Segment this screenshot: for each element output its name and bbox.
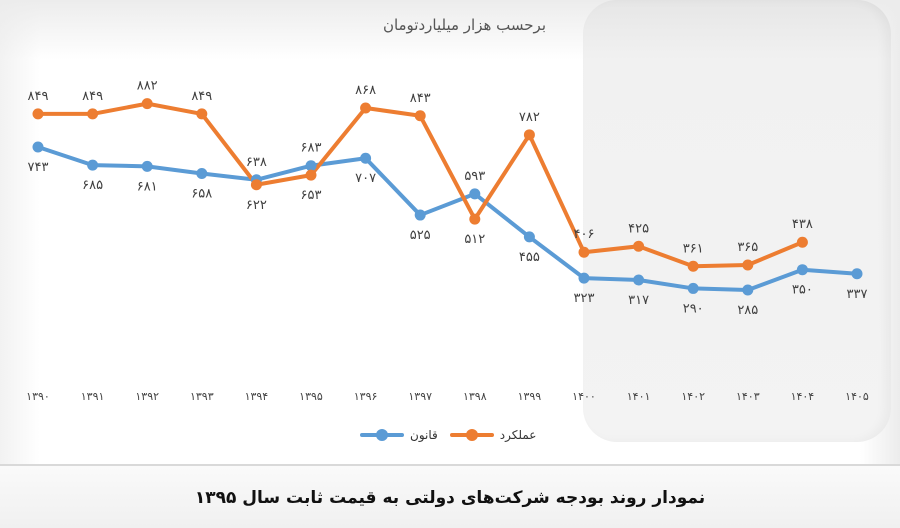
data-point-performance[interactable] <box>250 179 262 191</box>
data-label: ۳۲۳ <box>574 291 595 306</box>
data-point-law[interactable] <box>687 282 699 294</box>
data-label: ۴۵۵ <box>519 250 540 265</box>
data-point-law[interactable] <box>414 209 426 221</box>
data-label: ۵۹۳ <box>464 169 485 184</box>
x-tick-label: ۱۳۹۹ <box>518 390 542 403</box>
data-point-law[interactable] <box>469 188 481 200</box>
data-label: ۸۸۲ <box>137 79 158 94</box>
legend-label-performance: عملکرد <box>499 428 537 442</box>
data-point-performance[interactable] <box>141 98 153 110</box>
data-point-performance[interactable] <box>196 108 208 120</box>
data-label: ۸۴۹ <box>28 89 49 104</box>
data-point-law[interactable] <box>796 264 808 276</box>
data-point-performance[interactable] <box>87 108 99 120</box>
legend: عملکرد قانون <box>360 428 536 442</box>
x-tick-label: ۱۴۰۴ <box>791 390 815 403</box>
data-label: ۲۹۰ <box>683 301 704 316</box>
data-label: ۷۴۳ <box>28 160 49 175</box>
data-point-performance[interactable] <box>742 259 754 271</box>
data-label: ۸۴۹ <box>191 89 212 104</box>
data-point-law[interactable] <box>87 159 99 171</box>
data-label: ۵۲۵ <box>410 228 431 243</box>
data-point-law[interactable] <box>305 160 317 172</box>
x-tick-label: ۱۳۹۸ <box>463 390 487 403</box>
x-tick-label: ۱۴۰۵ <box>845 390 869 403</box>
data-label: ۳۳۷ <box>847 287 868 302</box>
data-label: ۷۸۲ <box>519 110 540 125</box>
data-label: ۶۸۱ <box>137 179 158 194</box>
x-tick-label: ۱۳۹۱ <box>81 390 105 403</box>
x-tick-label: ۱۴۰۱ <box>627 390 651 403</box>
data-point-law[interactable] <box>360 152 372 164</box>
caption-bar: نمودار روند بودجه شرکت‌های دولتی به قیمت… <box>0 464 900 528</box>
forecast-highlight-panel <box>583 0 891 442</box>
legend-item-performance[interactable]: عملکرد <box>449 428 537 442</box>
data-point-law[interactable] <box>578 272 590 284</box>
data-label: ۶۵۸ <box>191 187 212 202</box>
data-point-performance[interactable] <box>32 108 44 120</box>
data-label: ۶۳۸ <box>246 155 267 170</box>
data-label: ۳۱۷ <box>628 293 649 308</box>
data-point-law[interactable] <box>633 274 645 286</box>
data-label: ۳۶۱ <box>683 241 704 256</box>
x-tick-label: ۱۳۹۳ <box>190 390 214 403</box>
data-label: ۸۴۳ <box>410 91 431 106</box>
data-point-performance[interactable] <box>633 240 645 252</box>
legend-label-law: قانون <box>410 428 438 442</box>
data-point-law[interactable] <box>851 268 863 280</box>
data-point-performance[interactable] <box>360 102 372 114</box>
x-tick-label: ۱۳۹۷ <box>408 390 432 403</box>
data-label: ۵۱۲ <box>464 232 485 247</box>
data-label: ۳۶۵ <box>737 240 758 255</box>
data-label: ۶۲۲ <box>246 198 267 213</box>
data-label: ۸۴۹ <box>82 89 103 104</box>
data-label: ۳۵۰ <box>792 283 813 298</box>
x-tick-label: ۱۴۰۰ <box>572 390 596 403</box>
chart-subtitle: برحسب هزار میلیاردتومان <box>382 16 546 34</box>
data-label: ۷۰۷ <box>355 171 376 186</box>
data-label: ۸۶۸ <box>355 83 376 98</box>
legend-swatch-orange-icon <box>449 429 494 441</box>
data-point-performance[interactable] <box>687 260 699 272</box>
data-label: ۴۳۸ <box>792 217 813 232</box>
series-line-law <box>36 145 859 292</box>
line-plot: ۱۳۹۰ ۱۳۹۱ ۱۳۹۲ ۱۳۹۳ ۱۳۹۴ ۱۳۹۵ ۱۳۹۶ ۱۳۹۷ ۱۳۹۸ ۱۳۹۹… <box>26 79 869 403</box>
data-label: ۴۲۵ <box>628 221 649 236</box>
data-point-law[interactable] <box>196 168 208 180</box>
data-label: ۶۵۳ <box>301 188 322 203</box>
data-point-performance[interactable] <box>796 236 808 248</box>
x-tick-label: ۱۳۹۲ <box>135 390 159 403</box>
chart-area: برحسب هزار میلیاردتومان ۱۳۹۰ ۱۳۹۱ ۱۳۹۲ ۱۳۹۳… <box>0 0 900 465</box>
x-tick-label: ۱۴۰۲ <box>681 390 705 403</box>
data-point-performance[interactable] <box>305 169 317 181</box>
legend-swatch-blue-icon <box>360 429 404 441</box>
legend-item-law[interactable]: قانون <box>360 428 438 442</box>
data-label: ۲۸۵ <box>737 303 758 318</box>
data-point-performance[interactable] <box>578 246 590 258</box>
data-point-law[interactable] <box>523 231 535 243</box>
data-point-performance[interactable] <box>469 213 481 225</box>
x-tick-label: ۱۳۹۴ <box>245 390 269 403</box>
data-point-performance[interactable] <box>523 129 535 141</box>
x-tick-label: ۱۳۹۰ <box>26 390 50 403</box>
data-point-law[interactable] <box>742 284 754 296</box>
data-label: ۴۰۶ <box>574 227 595 242</box>
data-point-law[interactable] <box>141 160 153 172</box>
x-tick-label: ۱۳۹۶ <box>354 390 378 403</box>
data-label: ۶۸۳ <box>301 141 322 156</box>
data-point-law[interactable] <box>32 141 44 153</box>
x-tick-label: ۱۳۹۵ <box>299 390 323 403</box>
data-label: ۶۸۵ <box>82 178 103 193</box>
chart-caption: نمودار روند بودجه شرکت‌های دولتی به قیمت… <box>194 488 706 508</box>
x-tick-label: ۱۴۰۳ <box>736 390 760 403</box>
data-point-performance[interactable] <box>414 110 426 122</box>
